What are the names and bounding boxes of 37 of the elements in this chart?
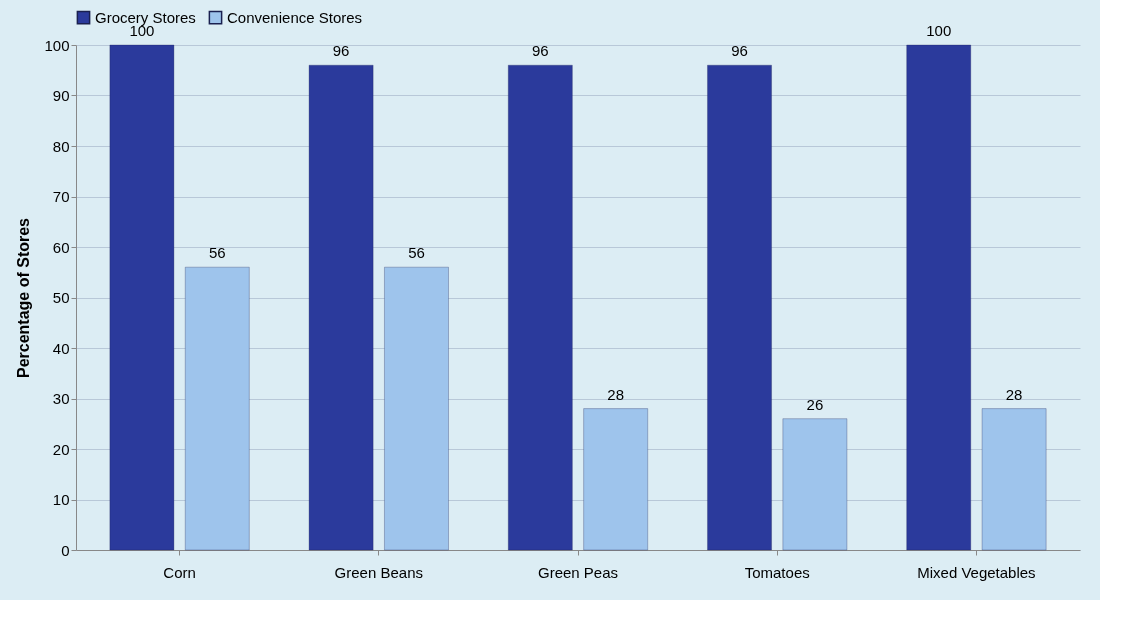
x-tick-label: Mixed Vegetables [917,563,1036,581]
bar [583,408,648,551]
data-label: 28 [607,385,625,403]
y-tick-label: 50 [52,289,70,306]
data-label: 56 [408,244,425,262]
data-label: 96 [332,42,350,60]
data-label: 100 [926,22,952,39]
y-tick-label: 40 [52,339,70,357]
y-axis-title: Percentage of Stores [15,217,33,379]
y-tick-label: 20 [52,440,70,458]
bar [707,65,772,551]
x-tick-label: Green Peas [537,563,619,581]
bar [185,267,250,551]
bar [981,408,1047,551]
bar [508,65,573,551]
x-tick-label: Tomatoes [744,563,810,581]
y-tick-label: 100 [44,36,70,54]
data-label: 28 [1005,385,1023,403]
y-tick-label: 10 [52,491,70,508]
x-tick-label: Green Beans [334,563,423,581]
bar [109,44,175,551]
bar [384,267,449,551]
legend-label: Convenience Stores [227,8,363,26]
data-label: 96 [531,42,549,60]
bar [906,44,971,551]
y-tick-label: 60 [52,238,70,256]
y-tick-label: 0 [61,541,70,559]
data-label: 56 [208,244,226,262]
y-tick-label: 80 [52,137,70,155]
data-label: 96 [731,42,748,60]
y-tick-label: 70 [52,188,70,205]
x-tick-label: Corn [163,563,196,581]
y-tick-label: 30 [52,390,70,407]
bar [782,418,848,551]
bar [308,65,374,551]
y-tick-label: 90 [52,87,70,104]
data-label: 26 [806,395,824,413]
